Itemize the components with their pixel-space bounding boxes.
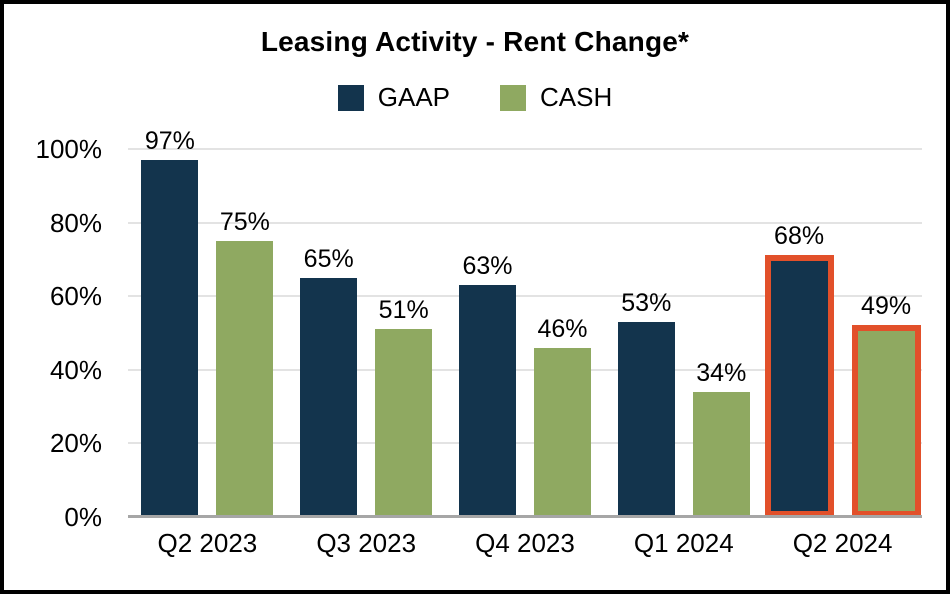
legend-label-cash: CASH [540,82,613,112]
bar-cash: 34% [692,360,750,517]
bar-value-label: 53% [621,288,672,317]
bar-value-label: 63% [462,252,513,281]
bar-cash: 49% [851,293,921,517]
x-axis-label: Q3 2023 [316,528,417,558]
bar-group: 63% 46% [446,149,605,517]
bar-value-label: 34% [696,358,747,387]
bar-value-label: 51% [378,296,429,325]
bar-groups: 97% 75% 65% 51% 63% 46% 53% 34% 68% 49% [128,129,922,517]
y-tick-label: 0% [64,502,102,532]
y-tick-label: 20% [49,428,102,459]
y-tick-label: 100% [35,134,103,164]
bar-cash: 75% [216,210,274,517]
bar-value-label: 65% [303,244,354,273]
bar-group: 53% 34% [604,149,763,517]
bar-value-label: 68% [774,221,825,250]
chart-title: Leasing Activity - Rent Change* [260,26,690,57]
bar-cash: 51% [375,298,433,517]
bar-value-label: 46% [537,314,588,343]
gridline [128,148,922,150]
x-axis-label: Q4 2023 [475,528,575,558]
bar-gaap: 53% [617,290,675,517]
x-axis-line [128,515,922,518]
bar-group: 65% 51% [287,149,446,517]
gridline [128,442,922,445]
legend-item-cash: CASH [500,82,612,113]
y-axis: 0% 20% 40% 60% 80% 100% [4,136,116,530]
y-tick-label: 40% [49,354,102,385]
gridline [128,295,922,298]
bar-gaap: 65% [300,246,358,517]
legend-label-gaap: GAAP [377,82,450,112]
bar-group: 97% 75% [128,129,287,517]
bar-group: 68% 49% [763,149,922,517]
legend-swatch-gaap-icon [337,84,364,111]
x-axis-labels: Q2 2023 Q3 2023 Q4 2023 Q1 2024 Q2 2024 [128,528,922,559]
bar-value-label: 97% [144,127,195,156]
bar-gaap: 97% [141,129,199,517]
bar-value-label: 49% [861,291,912,320]
legend-item-gaap: GAAP [337,82,450,113]
bar-value-label: 75% [219,208,270,236]
legend-swatch-cash-icon [500,84,526,111]
y-tick-label: 80% [49,207,102,238]
gridline [128,221,922,224]
plot-area: 97% 75% 65% 51% 63% 46% 53% 34% 68% 49% [128,129,922,518]
y-tick-label: 60% [49,281,102,312]
bar-gaap: 68% [764,223,834,517]
x-axis-label: Q2 2024 [792,528,893,558]
x-axis-label: Q2 2023 [157,528,258,558]
bar-cash: 46% [533,316,591,517]
legend: GAAP CASH [4,82,946,113]
x-axis-label: Q1 2024 [633,528,734,558]
bar-gaap: 63% [458,254,516,517]
gridline [128,368,922,371]
